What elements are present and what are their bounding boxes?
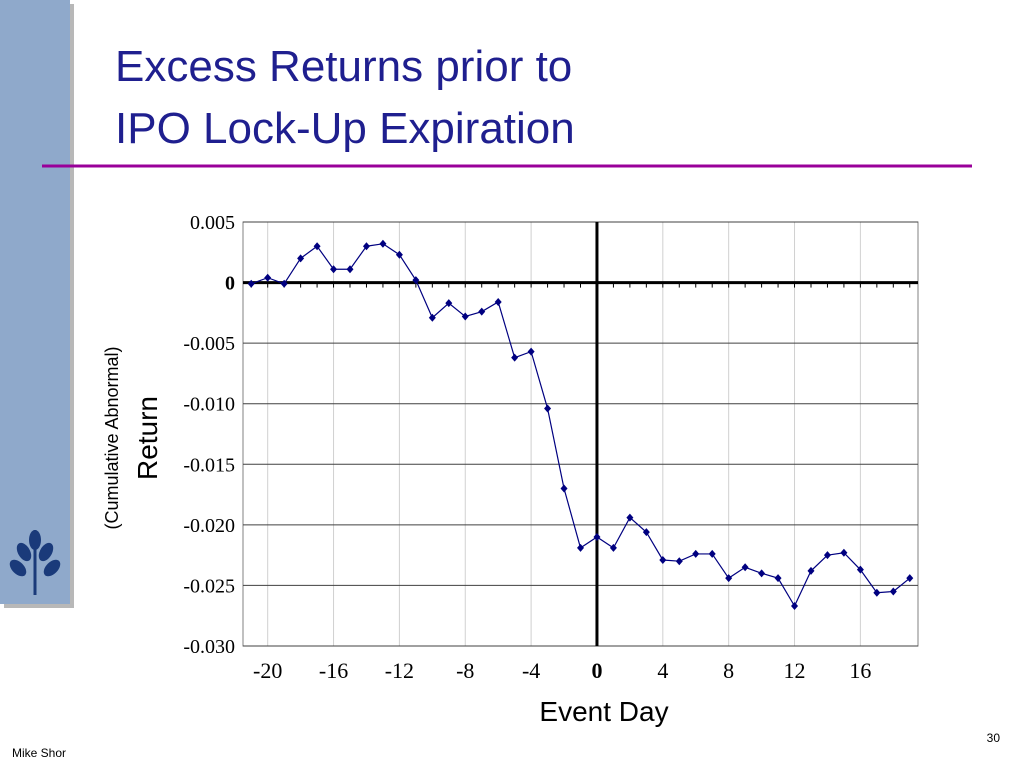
data-point	[758, 569, 766, 578]
data-point	[626, 513, 634, 522]
y-tick-label: 0	[225, 273, 235, 295]
title-line: Excess Returns prior to	[115, 42, 572, 91]
data-point	[692, 549, 700, 558]
y-tick-label: -0.005	[183, 333, 235, 355]
data-point	[379, 239, 387, 248]
data-point	[445, 299, 453, 308]
x-tick-label: 4	[657, 658, 668, 683]
data-point	[478, 307, 486, 316]
data-point	[840, 548, 848, 557]
y-tick-label: 0.005	[190, 212, 235, 234]
data-point	[659, 555, 667, 564]
y-tick-label: -0.020	[183, 515, 235, 537]
data-point	[856, 565, 864, 574]
plot-area	[242, 221, 919, 647]
footer-author: Mike Shor	[12, 746, 66, 760]
x-tick-label: 8	[723, 658, 734, 683]
data-point	[527, 347, 535, 356]
data-point	[642, 528, 650, 537]
data-point	[889, 587, 897, 596]
data-point	[412, 276, 420, 285]
x-tick-label: -16	[319, 658, 348, 683]
x-tick-label: 12	[784, 658, 806, 683]
data-point	[675, 557, 683, 566]
data-point	[346, 265, 354, 274]
data-point	[494, 297, 502, 306]
y-tick-label: -0.025	[183, 575, 235, 597]
data-point	[297, 254, 305, 263]
y-tick-label: -0.030	[183, 636, 235, 658]
data-point	[313, 242, 321, 251]
data-point	[873, 588, 881, 597]
data-point	[807, 566, 815, 575]
data-point	[428, 313, 436, 322]
data-point	[774, 574, 782, 583]
page-number: 30	[987, 731, 1001, 745]
data-point	[511, 353, 519, 362]
data-point	[791, 602, 799, 611]
data-point	[906, 574, 914, 583]
sidebar	[0, 0, 70, 604]
data-point	[264, 273, 272, 282]
data-point	[395, 250, 403, 259]
x-tick-label: -8	[456, 658, 474, 683]
data-point	[708, 549, 716, 558]
data-point	[461, 312, 469, 321]
data-point	[362, 242, 370, 251]
y-tick-label: -0.015	[183, 454, 235, 476]
data-point	[593, 532, 601, 541]
y-tick-label: -0.010	[183, 394, 235, 416]
title-line: IPO Lock-Up Expiration	[115, 104, 575, 153]
data-point	[330, 265, 338, 274]
x-tick-label: -20	[253, 658, 282, 683]
data-point	[577, 543, 584, 552]
data-point	[823, 551, 831, 560]
x-tick-label: 16	[849, 658, 871, 683]
data-point	[544, 404, 552, 413]
x-axis-label: Event Day	[539, 696, 668, 727]
x-tick-label: -12	[385, 658, 414, 683]
data-point	[741, 563, 749, 572]
y-axis-sublabel: (Cumulative Abnormal)	[102, 346, 122, 529]
data-point	[609, 543, 617, 552]
data-point	[725, 574, 733, 583]
x-tick-label: -4	[522, 658, 540, 683]
logo	[9, 530, 61, 595]
data-point	[280, 279, 288, 288]
data-point	[247, 279, 255, 288]
x-tick-label: 0	[591, 658, 602, 683]
y-axis-label: Return	[132, 396, 163, 480]
data-point	[560, 484, 568, 493]
